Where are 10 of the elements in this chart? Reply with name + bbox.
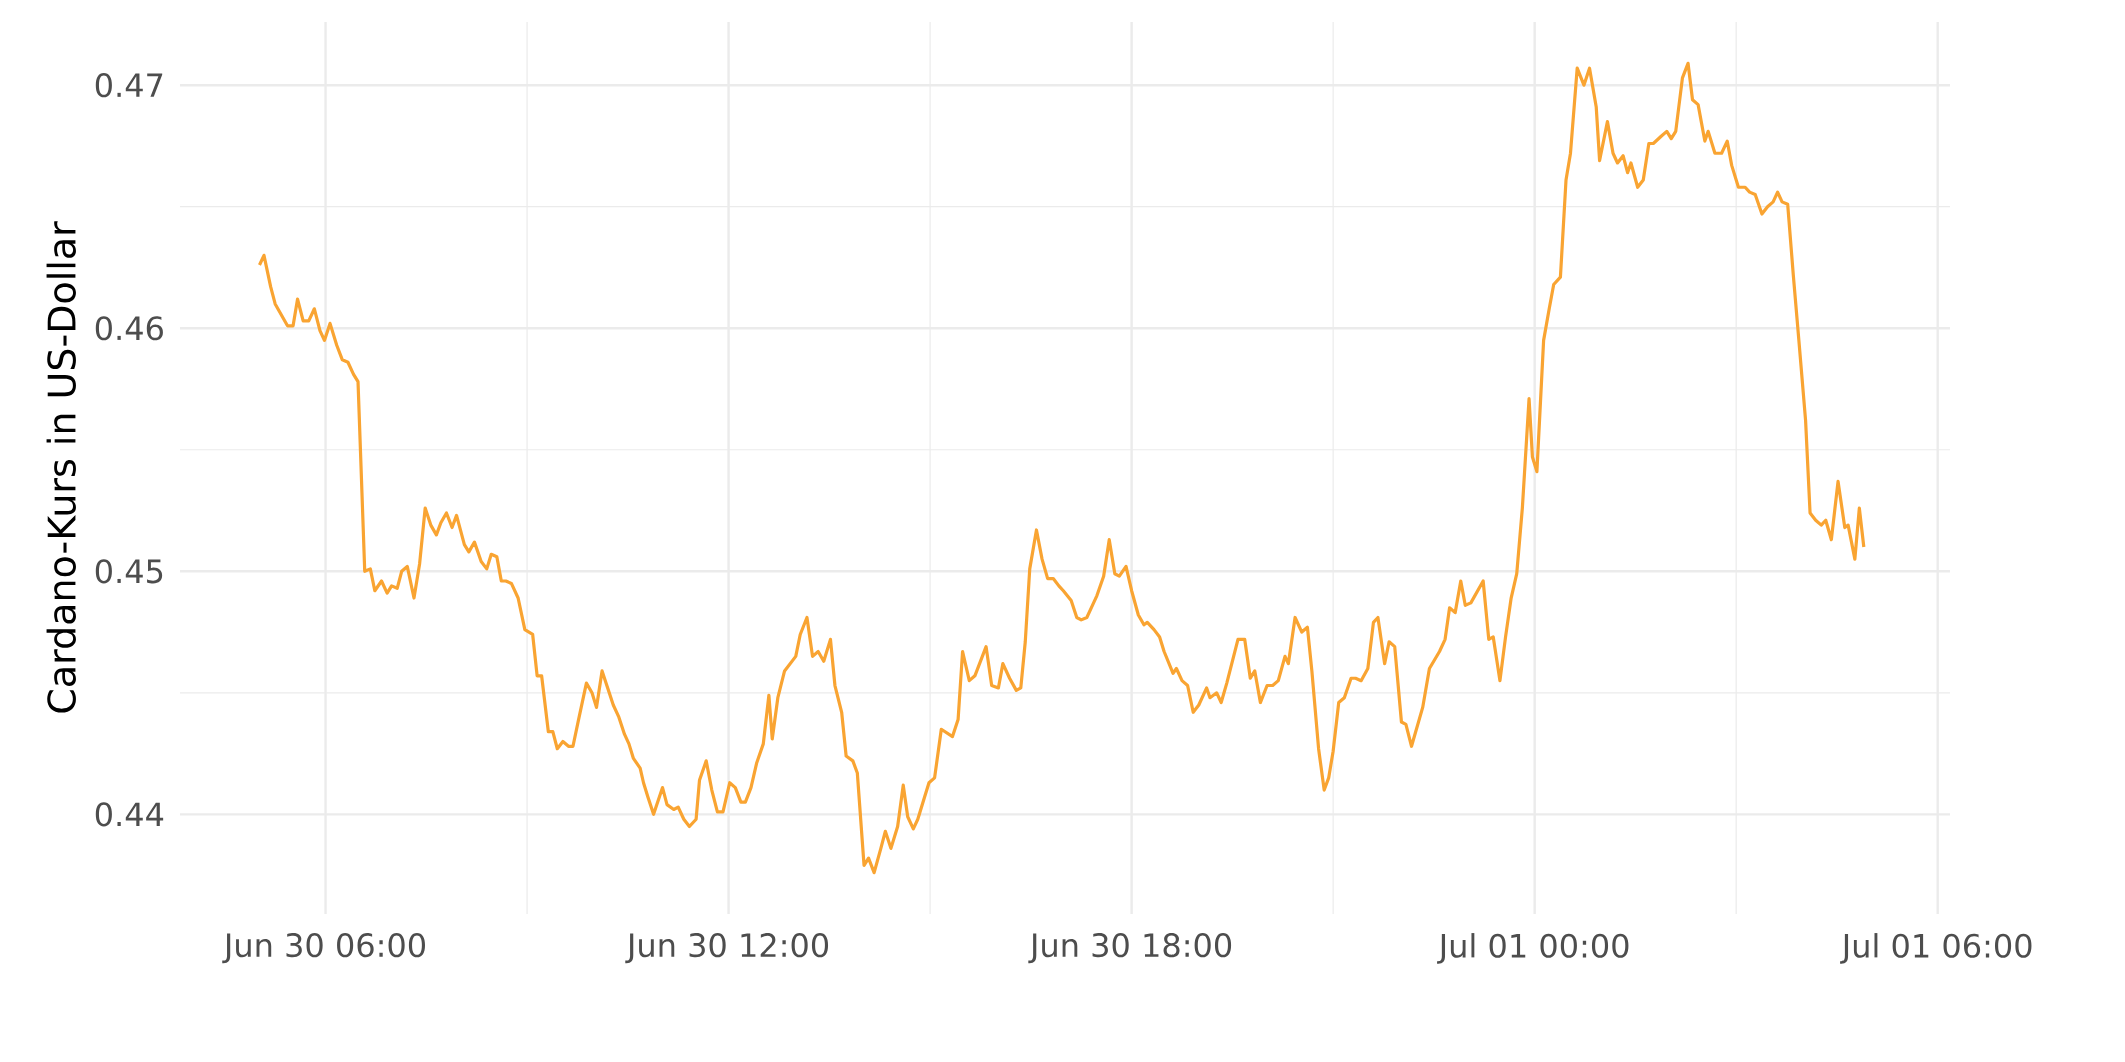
y-tick-label: 0.45 bbox=[95, 559, 163, 584]
x-tick-label: Jul 01 06:00 bbox=[1840, 933, 2032, 964]
y-tick-label: 0.47 bbox=[95, 73, 163, 98]
x-tick-label: Jun 30 18:00 bbox=[1028, 933, 1232, 964]
y-tick-label: 0.44 bbox=[95, 802, 164, 827]
x-tick-label: Jun 30 12:00 bbox=[625, 933, 829, 964]
x-tick-label: Jul 01 00:00 bbox=[1437, 933, 1629, 964]
x-tick-label: Jun 30 06:00 bbox=[222, 933, 426, 964]
y-axis-title: Cardano-Kurs in US-Dollar bbox=[46, 221, 76, 713]
y-tick-label: 0.46 bbox=[95, 316, 163, 341]
